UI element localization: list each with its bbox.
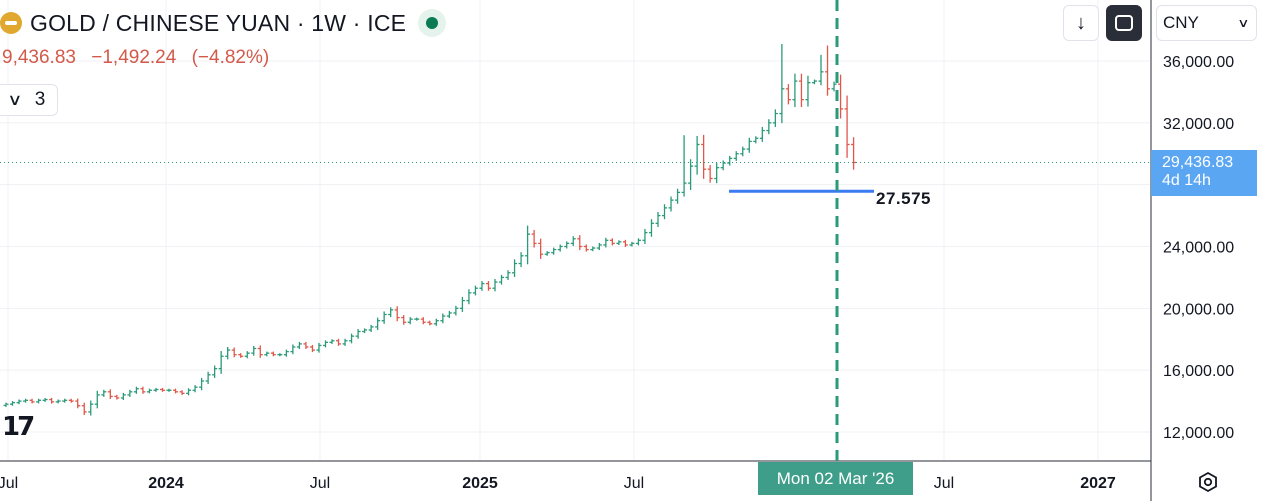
market-status-icon[interactable] [418,9,447,37]
price-tick-label: 36,000.00 [1163,54,1234,71]
time-tick-label: 2024 [148,475,184,492]
time-tick-label: Jul [0,475,18,492]
download-arrow-icon: ↓ [1076,11,1086,34]
time-tick-label: Jul [624,475,644,492]
tradingview-logo[interactable]: 17 [2,412,35,442]
symbol-title[interactable]: GOLD / CHINESE YUAN · 1W · ICE [30,9,407,36]
indicators-count: 3 [34,89,46,110]
gold-symbol-icon [0,12,22,34]
last-price-label: 29,436.83 4d 14h [1151,150,1257,196]
settings-gear-icon [1199,471,1217,493]
price-axis-labels: 12,000.00 16,000.00 20,000.00 24,000.00 32,0… [1163,54,1234,442]
currency-value: CNY [1163,13,1199,32]
symbol-header: GOLD / CHINESE YUAN · 1W · ICE [0,6,447,40]
time-tick-label: 2025 [462,475,498,492]
download-button[interactable]: ↓ [1063,5,1099,41]
chevron-down-icon: ∨ [1237,16,1250,30]
crosshair-date-label: Mon 02 Mar '26 [758,462,913,495]
chevron-down-icon: ∨ [7,92,23,109]
time-tick-label: 2027 [1080,475,1116,492]
chart-grid [0,0,1152,501]
change-absolute: −1,492.24 [91,47,177,68]
indicators-toggle-button[interactable]: ∨ 3 [0,84,58,116]
bar-countdown: 4d 14h [1162,172,1211,189]
time-tick-label: Jul [934,475,954,492]
price-tick-label: 16,000.00 [1163,363,1234,380]
settings-button[interactable] [1196,470,1220,494]
candlestick-series [0,0,1151,462]
price-tick-label: 32,000.00 [1163,116,1234,133]
price-tick-label: 24,000.00 [1163,240,1234,257]
time-tick-label: Jul [310,475,330,492]
price-change-row: 9,436.83 −1,492.24 (−4.82%) [2,47,279,69]
last-price-axis-value: 29,436.83 [1162,154,1234,171]
change-percent: (−4.82%) [191,47,270,68]
fullscreen-icon [1115,15,1133,31]
last-price-value: 9,436.83 [2,47,76,68]
price-tick-label: 12,000.00 [1163,425,1234,442]
currency-select[interactable]: CNY ∨ [1156,5,1257,41]
price-tick-label: 20,000.00 [1163,301,1234,318]
time-axis-labels: Jul 2024 Jul 2025 Jul Jul 2027 [0,475,1116,492]
fullscreen-button[interactable] [1106,5,1142,41]
horizontal-line-label: 27.575 [876,189,931,208]
